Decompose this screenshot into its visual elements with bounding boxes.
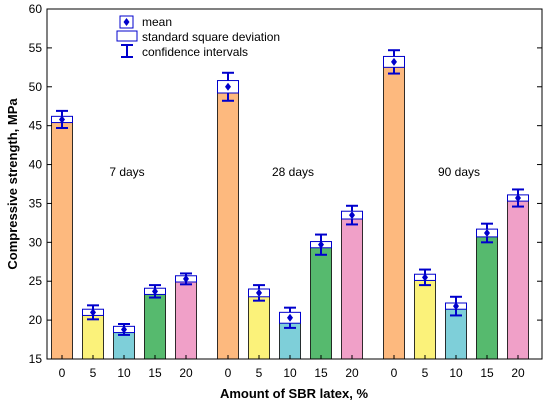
x-tick-label: 15 [314,366,328,380]
mean-marker [225,82,231,91]
legend-ci-whisker [121,44,133,58]
bar-28-days-0 [217,86,239,360]
bar-28-days-15 [310,244,332,360]
mean-marker [183,274,189,283]
x-tick-label: 0 [225,366,232,380]
bar-28-days-5 [248,292,270,360]
x-tick-label: 10 [283,366,297,380]
x-tick-label: 10 [117,366,131,380]
axes-layer [46,8,543,360]
legend-ci-label: confidence intervals [142,45,248,59]
mean-marker [453,302,459,311]
group-label: 90 days [438,165,480,179]
y-tick-label: 25 [29,274,43,288]
ci-whisker [222,71,234,102]
mean-marker [121,325,127,334]
x-tick-label: 5 [90,366,97,380]
mean-marker [287,313,293,322]
mean-marker [391,57,397,66]
ci-whisker [512,188,524,208]
legend: mean standard square deviation confidenc… [116,15,280,59]
labels-layer: 0 5 10 15 20 7 days 0 5 10 15 20 28 days 0 5 10 15 20 90 … [5,2,525,401]
mean-marker [59,115,65,124]
y-tick-label: 20 [29,313,43,327]
x-tick-label: 20 [345,366,359,380]
ci-whisker [388,49,400,75]
mean-marker [152,287,158,296]
mean-marker [90,308,96,317]
ci-whisker [450,295,462,317]
legend-mean-marker [123,18,130,26]
mean-marker [349,211,355,220]
mean-marker [484,229,490,237]
error-bars-layer [51,49,529,336]
y-tick-label: 50 [29,80,43,94]
bar-90-days-20 [507,197,529,360]
y-tick-label: 35 [29,196,43,210]
ci-whisker [481,222,493,244]
group-label: 7 days [109,165,144,179]
legend-mean-label: mean [142,15,172,29]
ci-whisker [253,284,265,302]
group-label: 28 days [272,165,314,179]
x-tick-label: 20 [179,366,193,380]
legend-sd-label: standard square deviation [142,30,280,44]
legend-sd-box [116,30,138,42]
x-tick-label: 15 [148,366,162,380]
ci-whisker [284,306,296,329]
y-tick-label: 15 [29,352,43,366]
bar-7-days-0 [51,119,73,360]
y-tick-label: 60 [29,2,43,16]
bar-7-days-15 [144,290,166,360]
ci-whisker [346,204,358,226]
x-tick-label: 15 [480,366,494,380]
ci-whisker [56,109,68,129]
x-tick-label: 10 [449,366,463,380]
bar-90-days-0 [383,61,405,360]
y-tick-label: 45 [29,119,43,133]
x-tick-label: 0 [59,366,66,380]
x-tick-label: 5 [422,366,429,380]
plot-frame [46,8,543,360]
y-tick-label: 30 [29,235,43,249]
y-tick-label: 40 [29,158,43,172]
bar-28-days-20 [341,214,363,360]
mean-marker [515,194,521,202]
x-tick-label: 5 [256,366,263,380]
mean-marker [318,240,324,249]
bar-7-days-20 [175,278,197,360]
mean-marker [256,288,262,297]
bar-90-days-5 [414,276,436,360]
x-tick-label: 0 [391,366,398,380]
mean-marker [422,273,428,282]
ci-whisker [315,233,327,256]
y-axis-title: Compressive strength, MPa [5,98,20,270]
x-axis-title: Amount of SBR latex, % [220,386,369,401]
x-tick-label: 20 [511,366,525,380]
bar-90-days-15 [476,232,498,360]
y-tick-label: 55 [29,41,43,55]
